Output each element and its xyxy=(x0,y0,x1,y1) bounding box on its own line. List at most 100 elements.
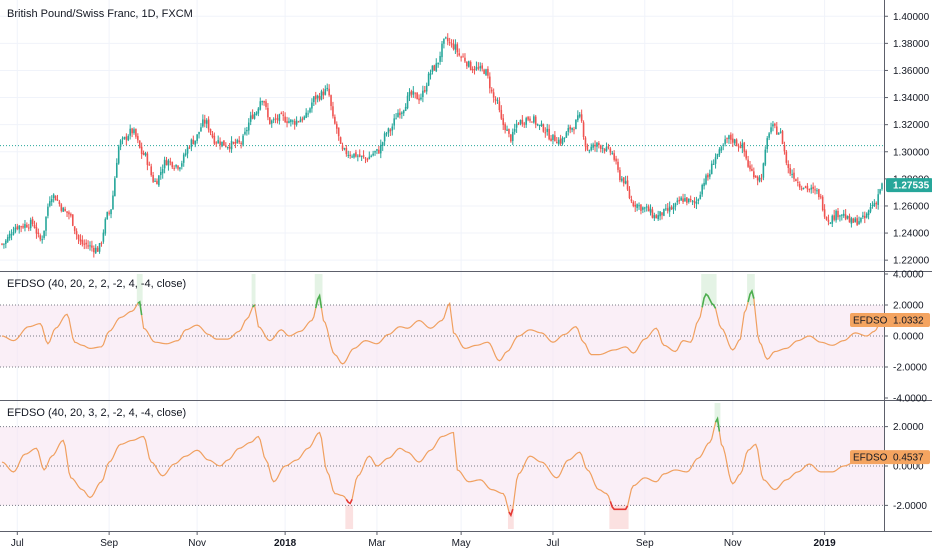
indicator-2-title: EFDSO (40, 20, 3, 2, -2, 4, -4, close) xyxy=(7,407,186,419)
candle-body xyxy=(531,121,533,123)
candle-body xyxy=(18,225,21,230)
candle-body xyxy=(35,227,38,234)
candle-body xyxy=(150,166,153,176)
candle-body xyxy=(605,146,608,151)
indicator-pane-2[interactable]: EFDSO (40, 20, 3, 2, -2, 4, -4, close) xyxy=(0,403,884,529)
candle-body xyxy=(716,153,719,158)
candle-body xyxy=(240,142,242,144)
candle-body xyxy=(225,145,227,147)
candle-body xyxy=(154,180,156,182)
candle-body xyxy=(621,178,623,181)
candle-body xyxy=(351,156,353,158)
candle-body xyxy=(622,177,625,184)
indicator-pane-1[interactable]: EFDSO (40, 20, 2, 2, -2, 4, -4, close) xyxy=(0,274,884,368)
candle-body xyxy=(171,162,174,168)
indicator-2-scale[interactable]: 2.0000 0.0000 -2.0000 xyxy=(884,422,927,512)
candle-body xyxy=(58,201,61,204)
candle-body xyxy=(202,119,204,127)
candle-body xyxy=(728,135,730,140)
candle-body xyxy=(22,226,24,228)
candle-body xyxy=(355,152,357,157)
candle-body xyxy=(54,195,57,201)
candle-body xyxy=(404,106,407,111)
candle-body xyxy=(115,162,118,178)
candle-body xyxy=(399,112,401,116)
candle-body xyxy=(630,199,633,202)
candle-body xyxy=(5,240,7,244)
candle-body xyxy=(96,247,99,252)
candle-body xyxy=(806,185,809,190)
candle-body xyxy=(810,187,813,190)
candle-body xyxy=(406,95,409,109)
candle-body xyxy=(827,219,830,222)
candle-body xyxy=(244,131,246,135)
candle-body xyxy=(619,170,621,181)
candle-body xyxy=(192,139,195,145)
indicator-signal-line xyxy=(508,508,514,518)
indicator-1-legend-label: EFDSO xyxy=(853,315,888,326)
candle-body xyxy=(674,203,677,207)
indicator-1-scale[interactable]: 4.0000 2.0000 0.0000 -2.0000 -4.0000 xyxy=(884,270,927,405)
candle-body xyxy=(862,215,864,218)
candle-body xyxy=(689,199,692,201)
candle-body xyxy=(272,119,275,121)
candle-body xyxy=(66,211,68,213)
candle-body xyxy=(238,140,241,143)
candle-body xyxy=(431,65,434,72)
indicator-signal-line xyxy=(701,292,717,309)
candle-body xyxy=(645,206,648,208)
candle-body xyxy=(265,101,267,107)
candle-body xyxy=(511,131,514,141)
candle-body xyxy=(56,199,59,201)
candle-body xyxy=(26,224,28,228)
candle-body xyxy=(33,224,36,228)
candle-body xyxy=(127,135,130,141)
candle-body xyxy=(657,215,659,220)
candle-body xyxy=(163,159,166,169)
candle-body xyxy=(345,147,348,155)
indicator-2-legend-label: EFDSO xyxy=(853,453,888,464)
price-scale-label: 1.40000 xyxy=(893,12,930,23)
candle-body xyxy=(3,243,5,245)
candle-body xyxy=(672,206,675,210)
candle-body xyxy=(682,198,684,202)
candle-body xyxy=(425,85,428,92)
candle-body xyxy=(802,187,805,189)
candle-body xyxy=(102,232,105,242)
candle-body xyxy=(393,118,395,126)
candle-body xyxy=(714,157,717,164)
candle-body xyxy=(626,180,629,190)
candle-body xyxy=(87,245,89,247)
time-axis[interactable]: Jul Sep Nov 2018 Mar May Jul Sep Nov 2019 xyxy=(11,531,836,549)
candle-body xyxy=(194,140,197,145)
candle-body xyxy=(634,204,637,207)
indicator-scale-label: -2.0000 xyxy=(893,363,927,374)
candle-body xyxy=(326,87,329,90)
candle-body xyxy=(473,69,476,71)
candle-body xyxy=(288,121,290,123)
candle-body xyxy=(12,231,15,235)
candle-body xyxy=(854,218,857,222)
candle-body xyxy=(879,189,881,194)
candle-body xyxy=(161,169,164,174)
candle-body xyxy=(733,139,736,144)
candle-body xyxy=(261,101,263,103)
candle-body xyxy=(768,133,770,138)
candle-body xyxy=(775,126,778,135)
candle-body xyxy=(686,197,688,203)
candle-body xyxy=(693,201,696,203)
candle-body xyxy=(873,203,876,206)
indicator-signal-shade xyxy=(345,505,354,529)
candle-body xyxy=(552,134,554,140)
candle-body xyxy=(280,112,283,115)
candle-body xyxy=(71,214,74,226)
candle-body xyxy=(818,189,820,198)
indicator-scale-label: 0.0000 xyxy=(893,332,924,343)
candle-body xyxy=(829,222,832,224)
candle-body xyxy=(699,194,702,200)
candle-body xyxy=(592,144,594,148)
candle-body xyxy=(477,67,480,69)
price-scale-label: 1.32000 xyxy=(893,120,930,131)
candle-body xyxy=(343,148,346,150)
